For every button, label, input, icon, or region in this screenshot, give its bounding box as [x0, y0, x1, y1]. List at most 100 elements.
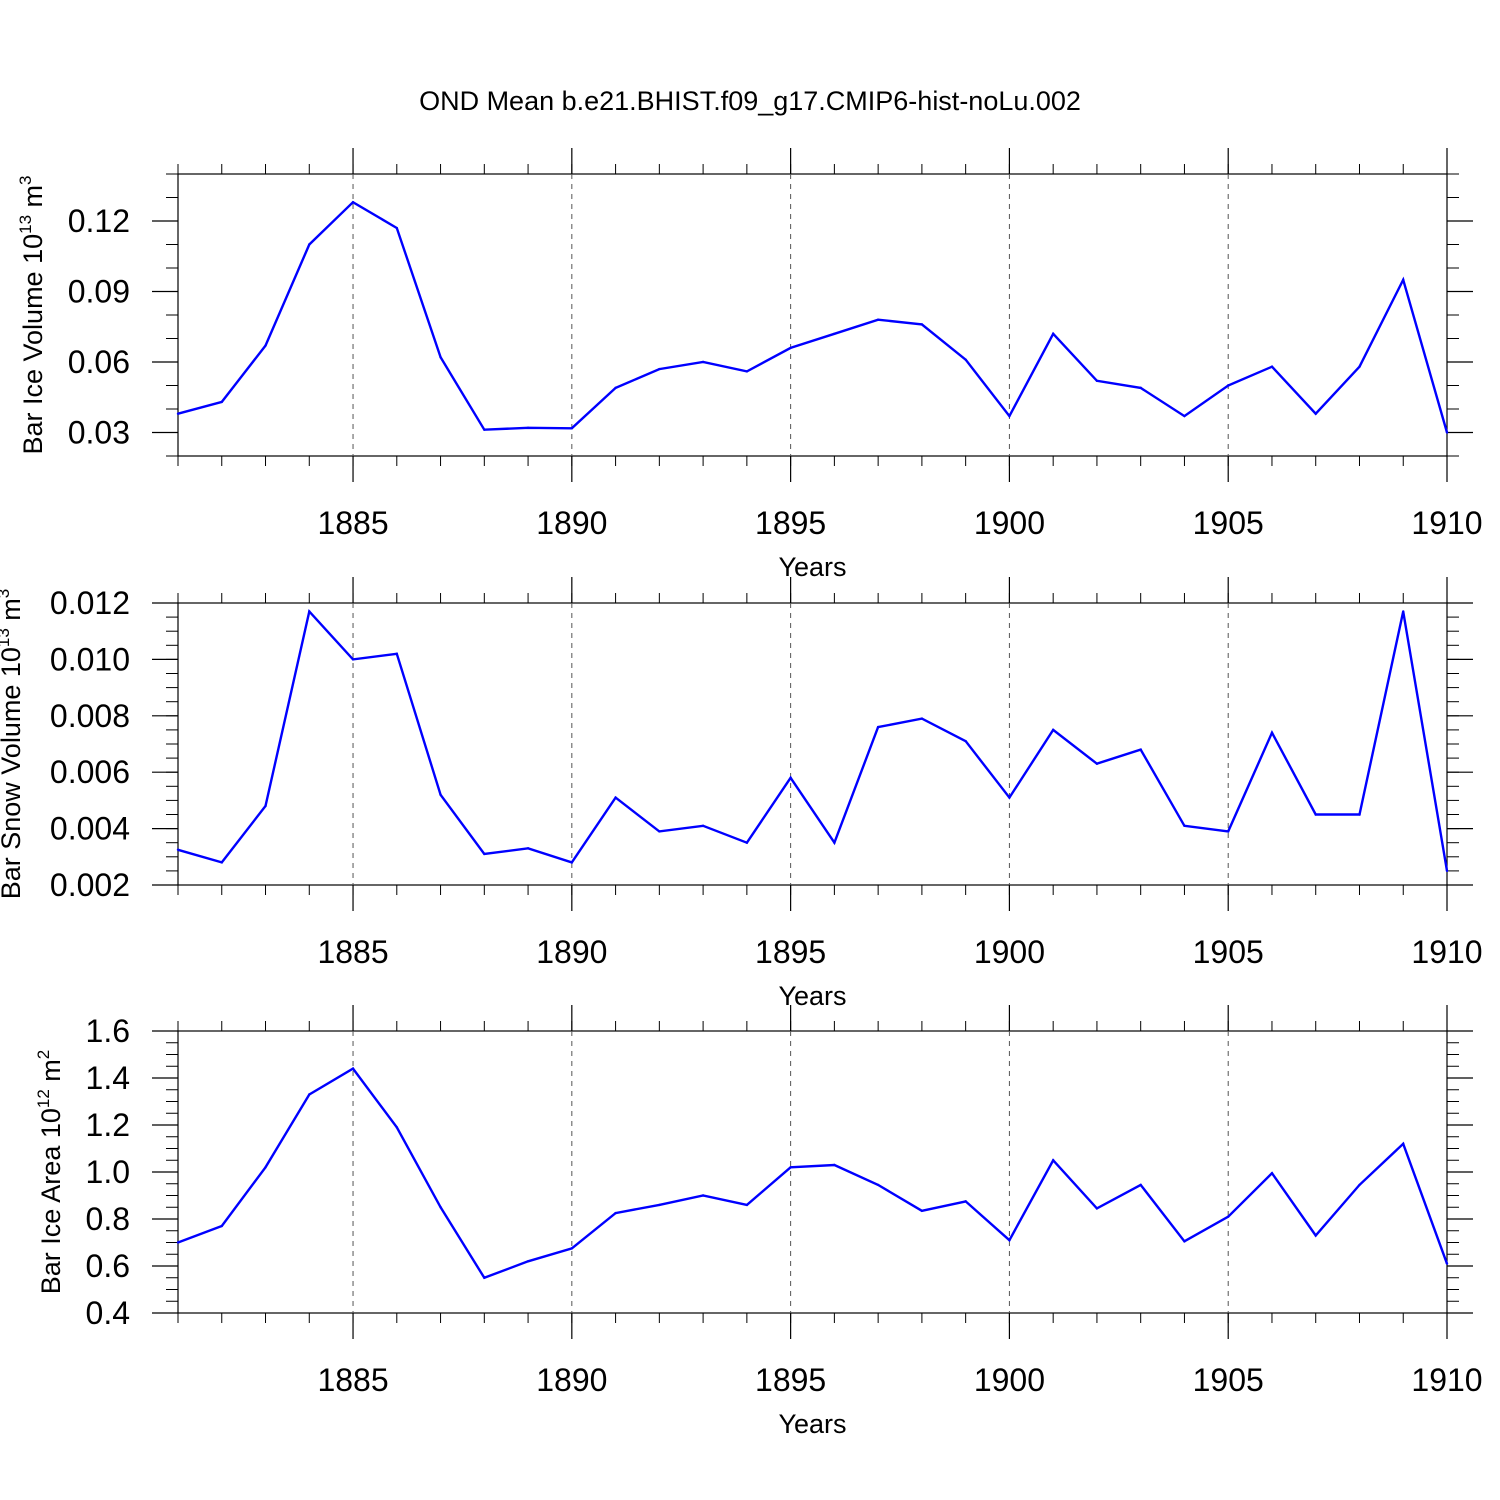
- data-point: [789, 1166, 792, 1169]
- data-point: [395, 652, 398, 655]
- data-point: [1270, 1171, 1274, 1175]
- data-point: [264, 344, 267, 347]
- y-tick-label: 1.6: [86, 1013, 130, 1049]
- data-point: [1183, 1240, 1186, 1243]
- x-tick-label: 1885: [317, 1362, 388, 1398]
- panel-snow-volume: 1885 1890 1895 1900 1905 1910 0.002 0.004 0.006 0…: [0, 577, 1483, 1011]
- data-point: [745, 1203, 749, 1207]
- data-point: [351, 1067, 355, 1070]
- data-point: [1270, 365, 1274, 368]
- data-point: [789, 346, 792, 350]
- data-point: [1270, 731, 1274, 734]
- data-point: [964, 358, 967, 361]
- x-axis-title: Years: [778, 552, 846, 582]
- data-point: [833, 332, 836, 335]
- y-tick-label: 1.2: [86, 1107, 130, 1143]
- data-point: [526, 1260, 530, 1263]
- data-point: [1314, 412, 1317, 415]
- y-axis-title: Bar Ice Volume 1013 m3: [16, 175, 48, 454]
- series-line: [177, 1067, 1449, 1280]
- data-point: [614, 1211, 617, 1215]
- data-point: [833, 841, 836, 844]
- data-point: [1358, 1183, 1361, 1187]
- data-point: [1008, 414, 1011, 418]
- x-tick-label: 1895: [755, 1362, 826, 1398]
- data-point: [1227, 384, 1230, 387]
- x-axis-title: Years: [778, 981, 846, 1011]
- data-point: [920, 717, 924, 720]
- data-point: [701, 1194, 705, 1197]
- data-point: [1008, 796, 1011, 799]
- data-point: [483, 428, 486, 431]
- data-point: [1445, 431, 1449, 434]
- y-tick-label: 0.002: [50, 867, 130, 903]
- data-point: [176, 1241, 180, 1244]
- y-axis-title: Bar Ice Area 1012 m2: [34, 1050, 66, 1295]
- data-point: [1139, 748, 1142, 751]
- panel-ice-volume: 1885 1890 1895 1900 1905 1910 0.03 0.06 0.09 0.12…: [16, 148, 1483, 582]
- data-point: [220, 861, 223, 864]
- y-tick-label: 0.6: [86, 1248, 130, 1284]
- data-point: [308, 243, 311, 246]
- y-tick-label: 0.8: [86, 1201, 130, 1237]
- data-point: [745, 841, 749, 844]
- y-axis-title-unit: m: [0, 598, 26, 628]
- y-axis-title-unit-exponent: 3: [16, 175, 35, 184]
- data-point: [570, 427, 574, 430]
- y-axis-title-main: Bar Ice Volume 10: [18, 234, 48, 455]
- data-point: [964, 1200, 967, 1203]
- data-point: [220, 1224, 223, 1228]
- data-point: [876, 725, 880, 729]
- y-tick-label: 1.0: [86, 1154, 130, 1190]
- y-axis-title-main: Bar Ice Area 10: [36, 1108, 66, 1294]
- x-tick-label: 1900: [974, 505, 1045, 541]
- data-point: [1183, 824, 1186, 827]
- data-point: [1227, 830, 1230, 833]
- data-point: [176, 412, 180, 415]
- data-point: [1358, 813, 1361, 816]
- x-tick-label: 1905: [1193, 934, 1264, 970]
- data-point: [308, 1093, 311, 1096]
- data-point: [1051, 728, 1055, 732]
- y-tick-label: 0.006: [50, 754, 130, 790]
- data-point: [614, 796, 617, 799]
- y-axis-title-unit-exponent: 3: [0, 589, 13, 598]
- x-tick-label: 1890: [536, 934, 607, 970]
- data-point: [1051, 1159, 1055, 1162]
- y-axis-title-exponent: 13: [16, 215, 35, 234]
- data-point: [1139, 1183, 1142, 1187]
- data-point: [220, 400, 223, 404]
- x-tick-label: 1910: [1411, 934, 1482, 970]
- data-point: [526, 847, 530, 850]
- data-point: [1051, 332, 1055, 335]
- data-point: [395, 226, 398, 230]
- data-point: [658, 367, 661, 371]
- data-point: [570, 1247, 574, 1250]
- x-tick-label: 1885: [317, 934, 388, 970]
- data-point: [614, 386, 617, 390]
- data-point: [701, 360, 705, 364]
- data-point: [1402, 278, 1405, 281]
- data-point: [570, 861, 574, 864]
- data-point: [658, 830, 661, 833]
- data-point: [1445, 1262, 1449, 1265]
- data-point: [658, 1203, 661, 1207]
- y-axis-title-unit: m: [36, 1059, 66, 1089]
- data-point: [701, 824, 705, 827]
- data-point: [789, 776, 792, 780]
- data-point: [1314, 813, 1317, 816]
- data-point: [1008, 1238, 1011, 1242]
- data-point: [351, 658, 355, 661]
- x-tick-label: 1910: [1411, 505, 1482, 541]
- y-tick-label: 0.12: [68, 203, 130, 239]
- x-tick-label: 1905: [1193, 1362, 1264, 1398]
- data-point: [1095, 762, 1099, 765]
- y-tick-label: 1.4: [86, 1060, 130, 1096]
- data-point: [1314, 1234, 1317, 1237]
- chart-title: OND Mean b.e21.BHIST.f09_g17.CMIP6-hist-…: [419, 86, 1081, 116]
- data-point: [1227, 1215, 1230, 1218]
- y-axis-title-exponent: 13: [0, 628, 13, 647]
- y-tick-label: 0.09: [68, 274, 130, 310]
- data-point: [351, 201, 355, 204]
